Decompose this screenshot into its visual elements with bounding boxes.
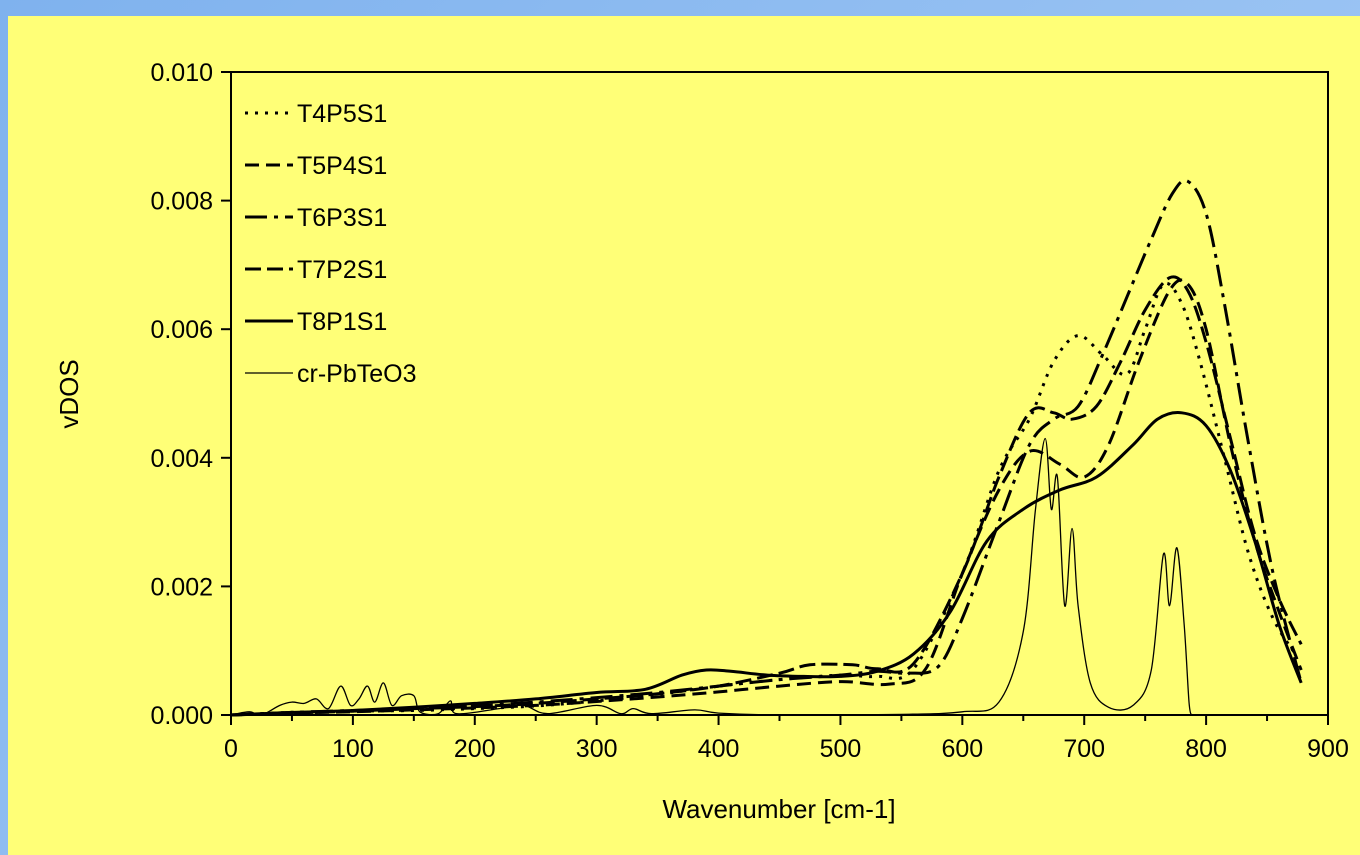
x-tick-label: 300 xyxy=(576,735,618,763)
legend-label-t8p1s1: T8P1S1 xyxy=(297,308,387,336)
y-tick-label: 0.002 xyxy=(150,573,213,601)
series-line-t6p3s1 xyxy=(230,179,1303,717)
series-layer xyxy=(230,179,1303,717)
legend: T4P5S1 T5P4S1 T6P3S1 T7P2S1 T8P1S1 cr-PbTeO3 xyxy=(245,100,416,388)
x-tick-label: 500 xyxy=(820,735,862,763)
y-tick-label: 0.004 xyxy=(150,445,213,473)
legend-label-t6p3s1: T6P3S1 xyxy=(297,204,387,232)
plot-area-border xyxy=(230,71,1329,716)
vdos-chart: 0 100 200 300 400 500 600 700 800 900 0.000 0.002 0.… xyxy=(54,59,1349,824)
y-axis-title: vDOS xyxy=(54,359,84,428)
series-line-t8p1s1 xyxy=(230,411,1303,717)
x-tick-label: 200 xyxy=(454,735,496,763)
x-tick-label: 700 xyxy=(1063,735,1105,763)
legend-label-t5p4s1: T5P4S1 xyxy=(297,152,387,180)
series-line-cr-pbteo3 xyxy=(230,437,1193,716)
x-tick-label: 0 xyxy=(224,735,238,763)
legend-label-cr-pbteo3: cr-PbTeO3 xyxy=(297,360,416,388)
x-tick-label: 100 xyxy=(332,735,374,763)
legend-label-t4p5s1: T4P5S1 xyxy=(297,100,387,128)
y-tick-label: 0.000 xyxy=(150,702,213,730)
legend-label-t7p2s1: T7P2S1 xyxy=(297,256,387,284)
y-tick-label: 0.006 xyxy=(150,316,213,344)
x-tick-label: 800 xyxy=(1185,735,1227,763)
y-tick-label: 0.010 xyxy=(150,59,213,87)
x-tick-label: 600 xyxy=(941,735,983,763)
x-tick-label: 900 xyxy=(1307,735,1349,763)
tick-layer: 0 100 200 300 400 500 600 700 800 900 0.000 0.002 0.… xyxy=(150,59,1348,763)
series-line-t7p2s1 xyxy=(230,275,1303,717)
x-axis-title: Wavenumber [cm-1] xyxy=(662,794,895,824)
y-tick-label: 0.008 xyxy=(150,188,213,216)
chart-frame: 0 100 200 300 400 500 600 700 800 900 0.000 0.002 0.… xyxy=(8,16,1360,855)
series-line-t4p5s1 xyxy=(230,281,1299,717)
x-tick-label: 400 xyxy=(698,735,740,763)
